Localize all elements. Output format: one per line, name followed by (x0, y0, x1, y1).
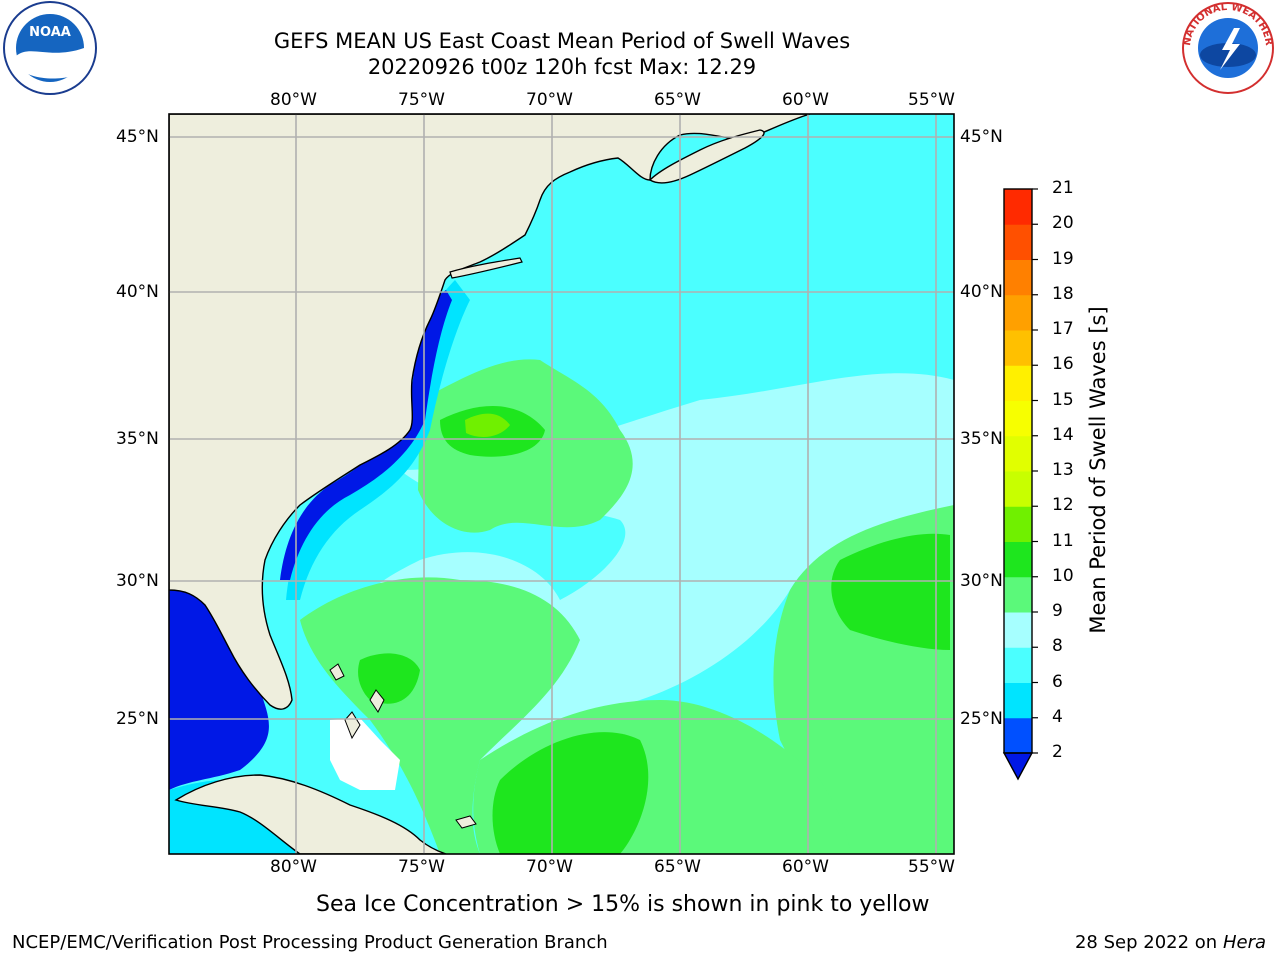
colorbar-segment-4 (1004, 682, 1032, 719)
colorbar-label-9: 9 (1052, 601, 1063, 621)
swell-10-11s-south (492, 732, 649, 854)
colorbar-segment-15 (1004, 365, 1032, 401)
colorbar-segment-17 (1004, 294, 1032, 331)
lon-label-top-75w: 75°W (398, 90, 445, 110)
lon-label-top-70w: 70°W (526, 90, 573, 110)
lat-label-left-25n: 25°N (116, 709, 159, 729)
colorbar-label-17: 17 (1052, 319, 1074, 339)
noaa-logo: NOAA (3, 1, 97, 95)
swell-11-12s (465, 413, 510, 437)
colorbar-label-2: 2 (1052, 742, 1063, 762)
lon-label-top-80w: 80°W (270, 90, 317, 110)
ocean-below-2s-coast (280, 290, 452, 580)
sea-ice-caption: Sea Ice Concentration > 15% is shown in … (316, 892, 930, 917)
lat-label-right-30n: 30°N (960, 571, 1003, 591)
colorbar-label-8: 8 (1052, 636, 1063, 657)
graticule (169, 114, 954, 854)
chart-title: GEFS MEAN US East Coast Mean Period of S… (273, 29, 851, 53)
footer-date: 28 Sep 2022 on Hera (1075, 932, 1266, 953)
colorbar-title: Mean Period of Swell Waves [s] (1086, 306, 1110, 634)
lat-label-right-35n: 35°N (960, 429, 1003, 449)
colorbar-segment-13 (1004, 435, 1032, 472)
colorbar-label-14: 14 (1052, 424, 1074, 445)
colorbar-label-10: 10 (1052, 565, 1074, 586)
colorbar-label-18: 18 (1052, 283, 1074, 304)
lon-label-top-65w: 65°W (654, 90, 701, 110)
swell-10-11s-bahamas (358, 653, 420, 704)
lon-label-bottom-65w: 65°W (654, 857, 701, 877)
swell-9-10s-south (300, 577, 580, 854)
lat-label-right-25n: 25°N (960, 709, 1003, 729)
lon-label-bottom-55w: 55°W (908, 857, 955, 877)
lat-label-left-30n: 30°N (116, 571, 159, 591)
nws-logo: NATIONAL WEATHER SERVICE (1176, 0, 1274, 94)
swell-10-11s-east (831, 533, 950, 650)
island-bahamas-1 (329, 663, 345, 681)
lat-label-left-40n: 40°N (116, 282, 159, 302)
lon-label-bottom-75w: 75°W (398, 857, 445, 877)
bahamas-banks-mask (330, 718, 400, 790)
colorbar-label-15: 15 (1052, 389, 1074, 410)
island-turks (455, 815, 477, 829)
noaa-logo-text: NOAA (29, 25, 71, 40)
colorbar-label-11: 11 (1052, 530, 1074, 551)
colorbar-label-6: 6 (1052, 671, 1063, 692)
colorbar-segment-11 (1004, 506, 1032, 542)
footer-credit: NCEP/EMC/Verification Post Processing Pr… (12, 932, 608, 953)
footer-date-text: 28 Sep 2022 on (1074, 932, 1218, 953)
colorbar-label-16: 16 (1052, 354, 1074, 375)
colorbar-label-21: 21 (1052, 178, 1074, 198)
lon-label-top-60w: 60°W (782, 90, 829, 110)
lat-label-left-45n: 45°N (116, 127, 159, 147)
lat-label-left-35n: 35°N (116, 429, 159, 449)
island-bahamas-3 (369, 689, 385, 713)
colorbar-segment-8 (1004, 612, 1032, 648)
lat-label-right-40n: 40°N (960, 282, 1003, 302)
colorbar-segment-18 (1004, 259, 1032, 296)
land-east-us (169, 114, 811, 710)
lon-label-bottom-70w: 70°W (526, 857, 573, 877)
gulf-below-2s (169, 585, 269, 790)
lon-label-bottom-80w: 80°W (270, 857, 317, 877)
nws-logo-lightning (1220, 28, 1240, 70)
colorbar-segment-16 (1004, 330, 1032, 366)
colorbar-label-19: 19 (1052, 248, 1074, 269)
land-long-island (449, 257, 523, 279)
colorbar-segment-2 (1004, 717, 1032, 754)
colorbar-segment-12 (1004, 471, 1032, 507)
colorbar-segment-9 (1004, 576, 1032, 613)
map-border (168, 113, 955, 855)
colorbar-segment-20 (1004, 189, 1032, 225)
colorbar-label-13: 13 (1052, 460, 1074, 480)
lon-label-top-55w: 55°W (908, 90, 955, 110)
colorbar-segment-6 (1004, 647, 1032, 683)
colorbar-label-20: 20 (1052, 213, 1074, 234)
colorbar (1002, 188, 1038, 781)
colorbar-segment-10 (1004, 541, 1032, 578)
land-cuba (174, 774, 447, 854)
lon-label-bottom-60w: 60°W (782, 857, 829, 877)
colorbar-extend-arrow (1002, 752, 1034, 781)
lat-label-right-45n: 45°N (960, 127, 1003, 147)
map-frame-content (169, 114, 954, 854)
colorbar-segment-14 (1004, 400, 1032, 437)
footer-machine-name: Hera (1222, 932, 1266, 953)
chart-subtitle: 20220926 t00z 120h fcst Max: 12.29 (367, 55, 757, 79)
colorbar-label-4: 4 (1052, 706, 1063, 727)
colorbar-label-12: 12 (1052, 495, 1074, 516)
colorbar-segment-19 (1004, 224, 1032, 260)
noaa-logo-bird (16, 48, 84, 79)
